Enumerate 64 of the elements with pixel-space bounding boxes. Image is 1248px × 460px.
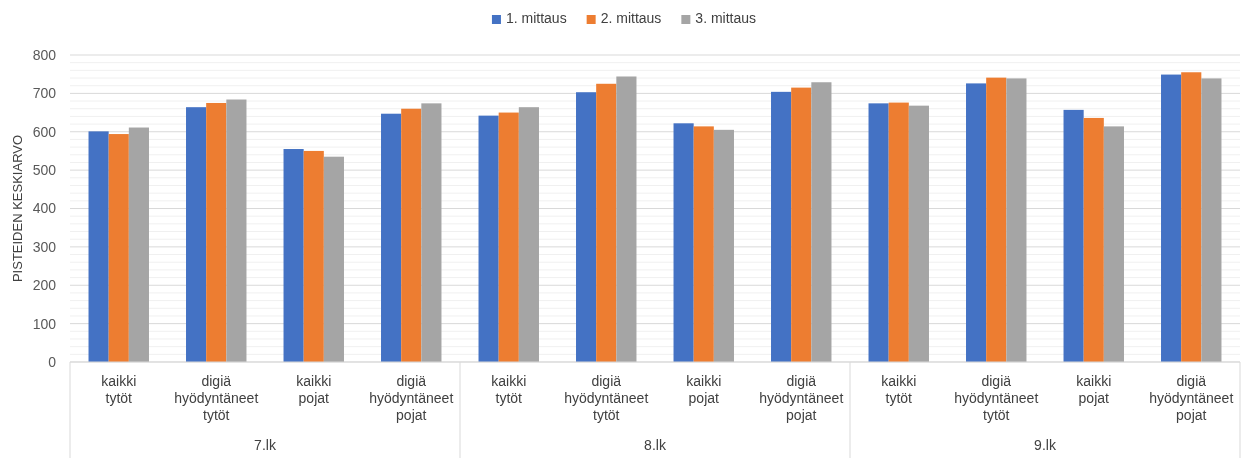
bar [908, 105, 929, 362]
y-tick-label: 300 [32, 238, 57, 255]
bar [596, 83, 617, 362]
bar [478, 115, 499, 362]
y-tick-label: 0 [48, 353, 57, 370]
y-tick-label: 800 [32, 46, 57, 63]
bar [693, 126, 714, 362]
bar [966, 83, 987, 362]
y-tick-label: 100 [32, 315, 57, 332]
legend-label: 3. mittaus [695, 10, 757, 26]
bar [108, 134, 129, 362]
bar [1201, 78, 1222, 362]
bar [421, 103, 442, 362]
x-tick-label: digiä hyödyntäneet tytöt [174, 373, 259, 423]
y-tick-label: 600 [32, 123, 57, 140]
bar [498, 112, 519, 362]
bar [771, 91, 792, 362]
bar [868, 103, 889, 362]
bar [1103, 126, 1124, 362]
bar [811, 82, 832, 362]
bar [1181, 72, 1202, 362]
bar [518, 107, 539, 362]
y-tick-label: 200 [32, 277, 57, 294]
bar [323, 156, 344, 362]
bar [673, 123, 694, 362]
x-tick-label: kaikki tytöt [881, 373, 917, 406]
legend-label: 2. mittaus [600, 10, 662, 26]
bar [88, 131, 109, 362]
x-tick-label: kaikki pojat [296, 373, 332, 406]
text: 8.lk [644, 437, 667, 453]
y-tick-label: 700 [32, 85, 57, 102]
x-tick-label: kaikki pojat [1076, 373, 1112, 406]
x-tick-label: digiä hyödyntäneet tytöt [954, 373, 1039, 423]
bar [283, 149, 304, 362]
text: 9.lk [1034, 437, 1057, 453]
x-tick-label: digiä hyödyntäneet pojat [759, 373, 844, 423]
x-tick-label: digiä hyödyntäneet tytöt [564, 373, 649, 423]
bar [1083, 117, 1104, 362]
y-tick-label: 400 [32, 200, 57, 217]
bar [791, 87, 812, 362]
text: 7.lk [254, 437, 277, 453]
bar [401, 108, 422, 362]
x-tick-label: kaikki tytöt [491, 373, 527, 406]
bar [1161, 74, 1182, 362]
bar [986, 77, 1007, 362]
bar [616, 76, 637, 362]
y-axis-title: PISTEIDEN KESKIARVO [10, 134, 25, 283]
bar [226, 99, 247, 362]
x-tick-label: digiä hyödyntäneet pojat [369, 373, 454, 423]
x-tick-label: digiä hyödyntäneet pojat [1149, 373, 1234, 423]
bar [128, 127, 149, 362]
y-tick-label: 500 [32, 162, 57, 179]
x-tick-label: kaikki pojat [686, 373, 722, 406]
x-tick-label: kaikki tytöt [101, 373, 137, 406]
bar [1063, 109, 1084, 362]
bar [381, 113, 402, 362]
bar [186, 107, 207, 362]
bar [576, 92, 597, 362]
legend-label: 1. mittaus [505, 10, 567, 26]
bar [1006, 78, 1027, 362]
bar [206, 102, 227, 362]
bar [713, 129, 734, 362]
bar [888, 102, 909, 362]
bar [303, 150, 324, 362]
